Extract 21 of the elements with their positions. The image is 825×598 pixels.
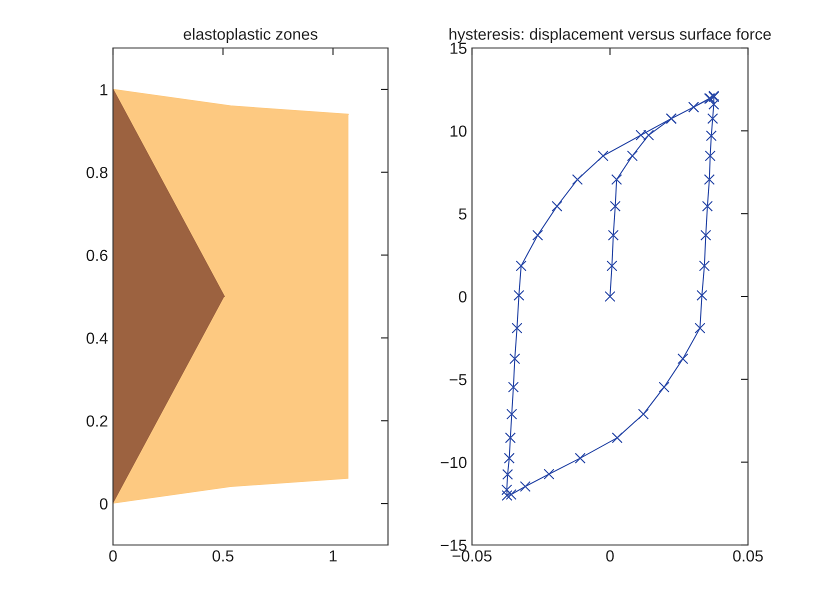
y-tick-label: 0 <box>458 291 467 302</box>
y-tick-label: 1 <box>100 84 108 96</box>
x-tick-label: 1 <box>330 550 337 562</box>
y-tick-label: 10 <box>450 125 467 137</box>
y-tick-label: 5 <box>458 208 466 220</box>
x-tick-label: 0.5 <box>212 550 234 562</box>
y-tick-label: −15 <box>440 540 466 551</box>
y-tick-label: 0 <box>100 498 108 510</box>
y-tick-label: −10 <box>440 456 467 468</box>
y-tick-label: 0.4 <box>86 332 108 344</box>
y-tick-label: 15 <box>450 42 466 54</box>
x-tick-label: 0.05 <box>733 550 763 562</box>
chart-title: hysteresis: displacement versus surface force <box>450 28 771 43</box>
chart-title: elastoplastic zones <box>184 28 318 43</box>
x-tick-label: −0.05 <box>452 550 492 562</box>
y-tick-label: 0.2 <box>86 415 108 427</box>
y-tick-label: 0.6 <box>86 250 108 262</box>
x-tick-label: 0 <box>109 550 117 562</box>
y-tick-label: −5 <box>450 374 466 386</box>
x-tick-label: 0 <box>606 550 614 562</box>
y-tick-label: 0.8 <box>86 166 108 178</box>
